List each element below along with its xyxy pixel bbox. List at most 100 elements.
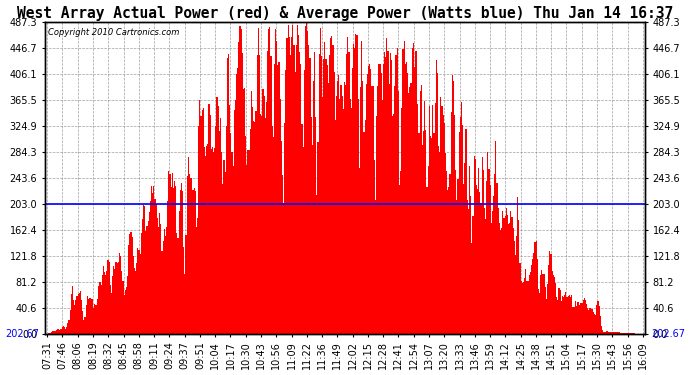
Bar bbox=[542, 274, 544, 334]
Bar bbox=[58, 329, 59, 334]
Bar bbox=[222, 183, 224, 334]
Bar bbox=[393, 114, 395, 334]
Bar bbox=[129, 234, 130, 334]
Bar bbox=[103, 266, 104, 334]
Text: 202.67: 202.67 bbox=[651, 328, 685, 339]
Bar bbox=[634, 333, 635, 334]
Bar bbox=[164, 228, 165, 334]
Bar bbox=[72, 286, 73, 334]
Bar bbox=[316, 195, 317, 334]
Bar bbox=[99, 282, 101, 334]
Bar bbox=[591, 309, 592, 334]
Bar bbox=[226, 126, 227, 334]
Bar bbox=[94, 304, 95, 334]
Bar bbox=[544, 286, 546, 334]
Bar bbox=[313, 81, 314, 334]
Bar bbox=[431, 138, 432, 334]
Bar bbox=[101, 275, 103, 334]
Bar bbox=[593, 312, 594, 334]
Bar bbox=[526, 281, 527, 334]
Bar bbox=[233, 166, 234, 334]
Bar bbox=[54, 332, 55, 334]
Bar bbox=[462, 124, 463, 334]
Title: West Array Actual Power (red) & Average Power (Watts blue) Thu Jan 14 16:37: West Array Actual Power (red) & Average … bbox=[17, 6, 673, 21]
Bar bbox=[456, 200, 457, 334]
Bar bbox=[555, 283, 556, 334]
Bar bbox=[375, 200, 376, 334]
Bar bbox=[237, 68, 238, 334]
Bar bbox=[228, 54, 229, 334]
Bar bbox=[610, 332, 611, 334]
Bar bbox=[629, 333, 631, 334]
Bar bbox=[535, 241, 537, 334]
Bar bbox=[428, 106, 430, 334]
Bar bbox=[586, 304, 587, 334]
Bar bbox=[120, 256, 121, 334]
Bar bbox=[306, 23, 307, 334]
Bar bbox=[193, 189, 195, 334]
Bar bbox=[381, 73, 382, 334]
Bar bbox=[570, 297, 571, 334]
Bar bbox=[587, 308, 589, 334]
Bar bbox=[417, 104, 418, 334]
Bar bbox=[565, 292, 566, 334]
Bar bbox=[201, 110, 203, 334]
Bar bbox=[385, 57, 386, 334]
Bar bbox=[208, 104, 210, 334]
Bar bbox=[497, 208, 499, 334]
Bar bbox=[527, 281, 529, 334]
Bar bbox=[546, 299, 547, 334]
Bar bbox=[74, 306, 75, 334]
Bar bbox=[270, 56, 272, 334]
Bar bbox=[150, 201, 151, 334]
Bar bbox=[146, 226, 148, 334]
Bar bbox=[113, 266, 115, 334]
Bar bbox=[554, 277, 555, 334]
Bar bbox=[600, 316, 601, 334]
Bar bbox=[149, 212, 150, 334]
Bar bbox=[136, 263, 137, 334]
Bar bbox=[161, 251, 163, 334]
Bar bbox=[343, 110, 344, 334]
Bar bbox=[366, 84, 367, 334]
Bar bbox=[539, 293, 540, 334]
Bar bbox=[95, 305, 96, 334]
Bar bbox=[213, 152, 214, 334]
Bar bbox=[445, 153, 446, 334]
Text: 202.67: 202.67 bbox=[5, 328, 39, 339]
Bar bbox=[622, 333, 624, 334]
Bar bbox=[227, 58, 228, 334]
Bar bbox=[257, 55, 258, 334]
Bar bbox=[463, 184, 464, 334]
Bar bbox=[502, 211, 504, 334]
Bar bbox=[308, 45, 309, 334]
Bar bbox=[485, 219, 486, 334]
Bar bbox=[615, 332, 616, 334]
Bar bbox=[73, 300, 74, 334]
Bar bbox=[121, 271, 122, 334]
Bar bbox=[523, 282, 524, 334]
Bar bbox=[283, 203, 284, 334]
Bar bbox=[98, 286, 99, 334]
Bar bbox=[618, 332, 620, 334]
Bar bbox=[549, 251, 551, 334]
Bar bbox=[221, 152, 222, 334]
Bar bbox=[437, 73, 438, 334]
Bar bbox=[108, 262, 110, 334]
Bar bbox=[500, 231, 501, 334]
Bar bbox=[595, 315, 596, 334]
Bar bbox=[321, 56, 322, 334]
Bar bbox=[282, 175, 283, 334]
Bar bbox=[297, 25, 298, 334]
Bar bbox=[361, 41, 362, 334]
Bar bbox=[538, 289, 539, 334]
Bar bbox=[52, 332, 54, 334]
Bar bbox=[342, 96, 343, 334]
Bar bbox=[453, 81, 454, 334]
Bar bbox=[304, 70, 305, 334]
Bar bbox=[134, 268, 135, 334]
Bar bbox=[562, 296, 563, 334]
Bar bbox=[207, 144, 208, 334]
Bar bbox=[83, 320, 84, 334]
Bar bbox=[166, 227, 167, 334]
